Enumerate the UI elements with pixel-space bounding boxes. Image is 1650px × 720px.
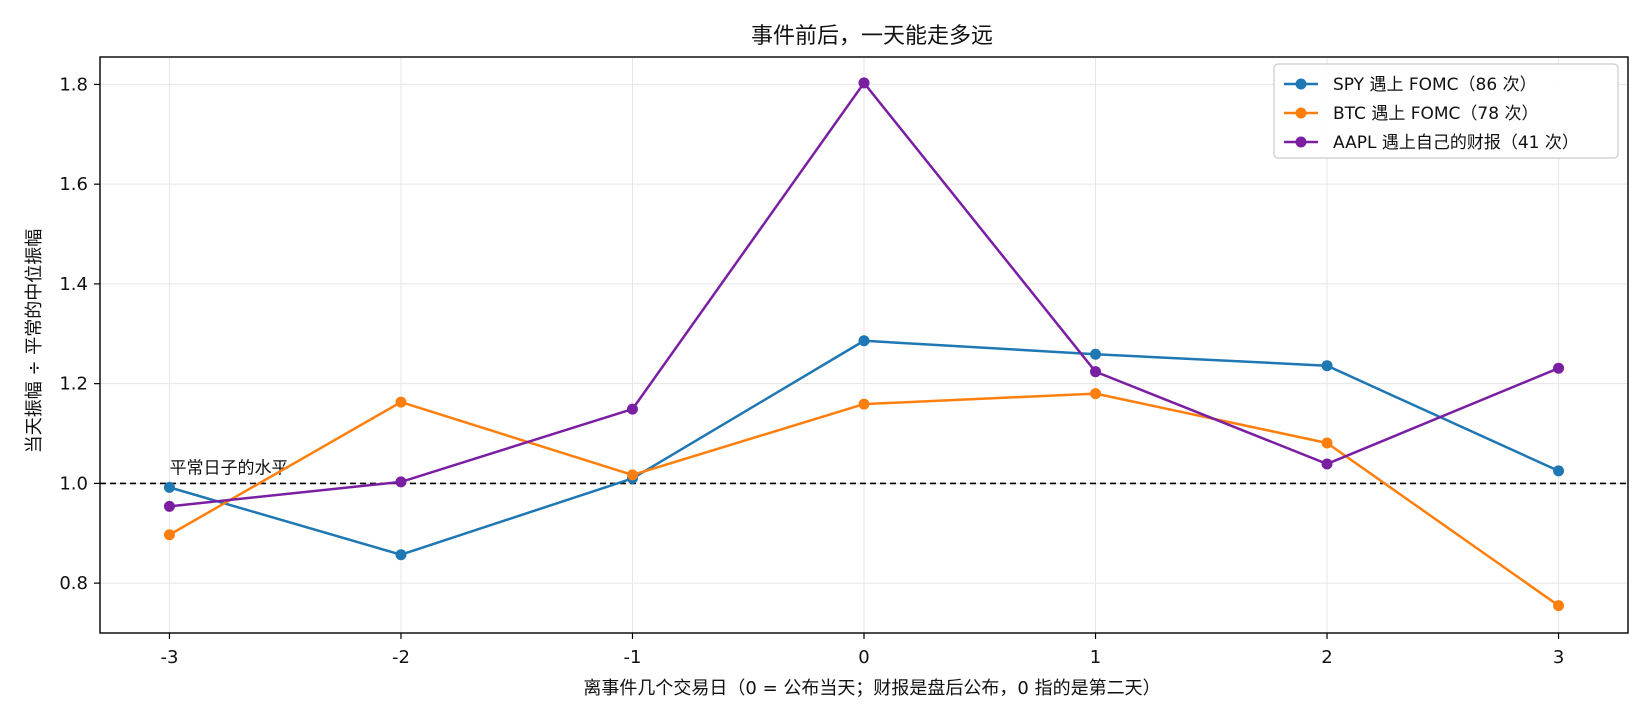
y-axis-label: 当天振幅 ÷ 平常的中位振幅 (24, 229, 45, 454)
y-tick-label: 0.8 (59, 573, 88, 594)
legend-label: SPY 遇上 FOMC（86 次） (1333, 75, 1537, 95)
data-point (395, 549, 407, 561)
data-point (1553, 362, 1565, 374)
y-tick-label: 1.2 (59, 374, 88, 395)
x-tick-label: 3 (1553, 647, 1564, 668)
y-tick-label: 1.0 (59, 473, 88, 494)
legend-marker (1295, 78, 1307, 90)
legend-marker (1295, 136, 1307, 148)
x-tick-label: -3 (160, 647, 178, 668)
reference-line-group: 平常日子的水平 (100, 458, 1628, 485)
x-axis-ticks: -3 -2 -1 0 1 2 3 (160, 633, 1564, 668)
x-tick-label: 0 (858, 647, 869, 668)
data-point (858, 77, 870, 89)
data-point (858, 335, 870, 347)
legend-box (1273, 63, 1619, 159)
data-point (163, 529, 175, 541)
x-tick-label: -1 (624, 647, 642, 668)
data-point (1553, 465, 1565, 477)
data-point (1090, 388, 1102, 400)
reference-line-label: 平常日子的水平 (169, 458, 288, 478)
x-axis-label: 离事件几个交易日（0 = 公布当天；财报是盘后公布，0 指的是第二天） (583, 678, 1160, 699)
data-point (1321, 437, 1333, 449)
data-point (626, 469, 638, 481)
data-point (1321, 458, 1333, 470)
x-tick-label: 2 (1321, 647, 1332, 668)
legend: SPY 遇上 FOMC（86 次） BTC 遇上 FOMC（78 次） AAPL 遇… (1273, 63, 1619, 159)
series-layer (163, 77, 1565, 612)
data-point (626, 403, 638, 415)
legend-marker (1295, 107, 1307, 119)
x-tick-label: -2 (392, 647, 410, 668)
legend-label: BTC 遇上 FOMC（78 次） (1333, 104, 1538, 124)
data-point (163, 481, 175, 493)
data-point (1090, 366, 1102, 378)
data-point (858, 398, 870, 410)
y-tick-label: 1.8 (59, 74, 88, 95)
data-point (163, 500, 175, 512)
data-point (1090, 348, 1102, 360)
x-tick-label: 1 (1090, 647, 1101, 668)
y-tick-label: 1.4 (59, 274, 88, 295)
data-point (395, 476, 407, 488)
y-axis-ticks: 0.8 1.0 1.2 1.4 1.6 1.8 (59, 74, 100, 594)
chart-title: 事件前后，一天能走多远 (751, 24, 993, 49)
data-point (1553, 600, 1565, 612)
data-point (395, 396, 407, 408)
y-tick-label: 1.6 (59, 174, 88, 195)
legend-label: AAPL 遇上自己的财报（41 次） (1333, 133, 1579, 153)
data-point (1321, 360, 1333, 372)
